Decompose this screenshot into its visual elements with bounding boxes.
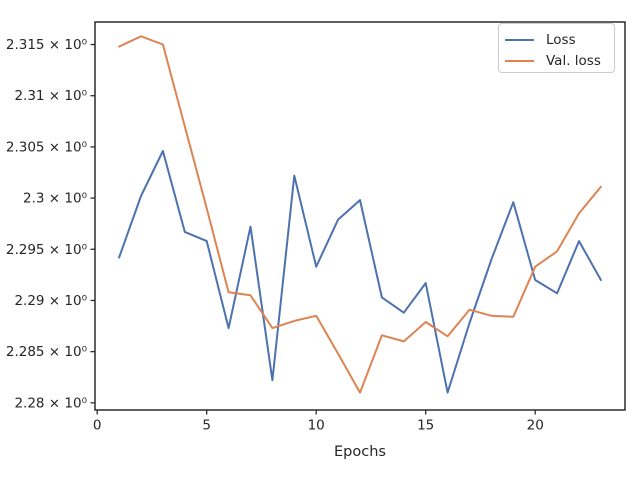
- loss-line-swatch-icon: [505, 39, 534, 41]
- val-loss-series-line: [118, 35, 602, 394]
- legend-label-loss: Loss: [546, 32, 576, 48]
- y-tick-label: 2.29 × 10⁰: [14, 293, 87, 309]
- y-tick-label: 2.315 × 10⁰: [6, 37, 87, 53]
- x-axis-label: Epochs: [334, 444, 386, 460]
- x-tick-label: 10: [308, 418, 325, 434]
- y-tick-label: 2.305 × 10⁰: [6, 139, 87, 155]
- plot-border: [94, 21, 626, 411]
- legend-item-loss: Loss: [505, 30, 614, 50]
- loss-series-line: [118, 150, 602, 394]
- y-tick-label: 2.28 × 10⁰: [14, 395, 87, 411]
- plot-area: 0 5 10 15 20 2.315 × 10⁰ 2.31 × 10⁰ 2.305 × 10⁰…: [6, 21, 626, 434]
- legend-item-val-loss: Val. loss: [505, 51, 614, 71]
- x-tick-label: 0: [93, 418, 102, 434]
- val-loss-line-swatch-icon: [505, 60, 534, 62]
- y-tick-label: 2.285 × 10⁰: [6, 344, 87, 360]
- x-tick-label: 15: [417, 418, 434, 434]
- legend: Loss Val. loss: [498, 23, 615, 73]
- y-tick-label: 2.31 × 10⁰: [14, 88, 87, 104]
- y-tick-label: 2.295 × 10⁰: [6, 242, 87, 258]
- x-tick-label: 20: [527, 418, 544, 434]
- x-tick-label: 5: [202, 418, 211, 434]
- legend-label-val-loss: Val. loss: [546, 53, 601, 69]
- y-tick-label: 2.3 × 10⁰: [23, 191, 87, 207]
